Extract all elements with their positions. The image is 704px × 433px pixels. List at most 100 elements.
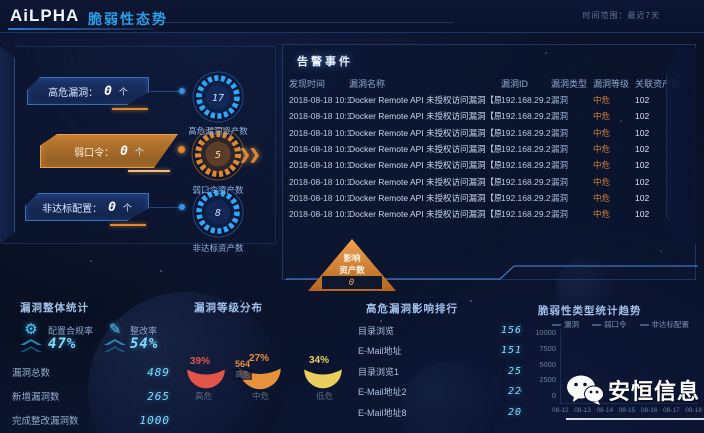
trend-chart-y-axis: 10000 7500 5000 2500 0 [528,328,556,400]
column-header: 发现时间 [289,79,326,89]
ranking-value: 22 [507,386,522,398]
triangle-value-band: 0 [322,276,382,289]
section-title-level-distribution: 漏洞等级分布 [194,302,263,314]
distribution-tooltip: 564 高危 [233,359,252,380]
type-cell: 漏洞 [551,209,569,220]
name-cell: Docker Remote API 未授权访问漏洞【原理扫描】 [349,176,501,187]
ranking-list-item: E-Mail地址2 22 [358,382,522,403]
level-cell: 中危 [593,95,611,106]
high-risk-vuln-badge[interactable]: 高危漏洞： 0 个 [27,77,149,105]
tooltip-value: 564 [234,359,251,369]
connector-line [150,91,180,92]
ranking-label: 目录浏览 [358,325,395,336]
distribution-percent: 34% [309,355,330,366]
gauge-label: 弱口令资产数 [192,185,244,195]
legend-item[interactable]: 漏洞 [552,319,579,330]
gauge-label: 高危漏洞资产数 [188,126,248,136]
noncompliant-config-badge[interactable]: 非达标配置： 0 个 [25,193,149,221]
weak-password-asset-gauge: 5 [191,127,245,181]
table-row[interactable]: 2018-08-18 10:11:02Docker Remote API 未授权… [289,108,681,124]
time-range-label: 时间范围：最近7天 [582,11,660,20]
table-body: 2018-08-18 10:11:02Docker Remote API 未授权… [289,92,681,222]
kpi-value: 54% [130,336,159,352]
trend-chart-x-axis: 08-12 08-13 08-14 08-15 08-16 08-17 08-18 [552,407,702,414]
legend-item[interactable]: 弱口令 [592,319,627,330]
kpi-label: 整改率 [130,326,158,336]
badge-value: 0 [104,83,113,99]
ranking-value: 25 [507,365,522,377]
y-axis-tick: 0 [551,391,556,400]
y-axis-tick: 7500 [539,343,556,353]
type-cell: 漏洞 [551,95,569,106]
table-row[interactable]: 2018-08-18 10:11:02Docker Remote API 未授权… [289,173,681,189]
chevron-right-icon[interactable]: ❯❯ [239,146,261,162]
assets-cell: 102 [635,192,650,203]
time-cell: 2018-08-18 10:11:02 [289,95,349,106]
watermark-text: 安恒信息 [608,379,701,404]
name-cell: Docker Remote API 未授权访问漏洞【原理扫描】 [349,111,501,122]
badge-value: 0 [108,199,117,215]
pen-icon: ✎ [100,320,130,352]
stat-value: 265 [147,389,170,403]
left-rail-decoration [0,46,15,244]
table-row[interactable]: 2018-08-18 10:11:02Docker Remote API 未授权… [289,141,681,157]
table-row[interactable]: 2018-08-18 10:11:02Docker Remote API 未授权… [289,190,681,206]
assets-cell: 102 [635,127,650,138]
stat-row: 完成整改漏洞数 1000 [12,408,170,432]
weak-password-badge[interactable]: 弱口令： 0 个 [40,134,178,168]
level-cell: 中危 [593,144,611,155]
connector-line [150,207,180,208]
column-header: 关联资产数 [635,79,681,89]
connector-dot [179,204,185,210]
distribution-percent: 39% [190,356,211,367]
y-axis-line [560,329,561,404]
header-accent-line [8,28,154,30]
assets-cell: 102 [635,176,650,187]
legend-marker-icon [639,323,649,326]
connector-dot [179,88,185,94]
type-cell: 漏洞 [551,160,569,171]
gauge-label: 非达标资产数 [192,243,244,253]
id-cell: 192.168.29.2 [501,176,551,187]
name-cell: Docker Remote API 未授权访问漏洞【原理扫描】 [349,160,501,171]
badge-value: 0 [120,143,129,159]
name-cell: Docker Remote API 未授权访问漏洞【原理扫描】 [349,95,501,106]
name-cell: Docker Remote API 未授权访问漏洞【原理扫描】 [349,144,501,155]
section-title-impact-ranking: 高危漏洞影响排行 [366,303,458,315]
stat-row: 新增漏洞数 265 [12,384,170,408]
distribution-percent: 27% [249,353,270,364]
planet-decoration [400,362,496,433]
name-cell: Docker Remote API 未授权访问漏洞【原理扫描】 [349,192,501,203]
distribution-label: 高危 [195,391,213,401]
id-cell: 192.168.29.2 [501,95,551,106]
column-header: 漏洞类型 [551,79,588,89]
level-cell: 中危 [593,111,611,122]
badge-accent-line [110,224,146,226]
ailpha-logo: AiLPHA [10,6,80,25]
badge-label: 非达标配置： [42,203,103,215]
watermark-underline [566,418,704,420]
level-cell: 中危 [593,176,611,187]
assets-cell: 102 [635,160,650,171]
table-row[interactable]: 2018-08-18 10:11:02Docker Remote API 未授权… [289,157,681,173]
level-cell: 中危 [593,209,611,220]
ranking-value: 151 [500,345,522,357]
ranking-list-item: 目录浏览 156 [358,320,522,341]
table-row[interactable]: 2018-08-18 10:11:02Docker Remote API 未授权… [289,206,681,222]
id-cell: 192.168.29.2 [501,192,551,203]
stat-value: 489 [147,365,170,379]
badge-label: 高危漏洞： [48,87,99,99]
legend-label: 非达标配置 [651,320,690,329]
high-risk-bowl-gauge [187,369,225,389]
table-row[interactable]: 2018-08-18 10:11:02Docker Remote API 未授权… [289,92,681,108]
legend-item[interactable]: 非达标配置 [639,319,690,330]
triangle-value: 0 [348,277,356,288]
column-header: 漏洞ID [501,79,529,89]
badge-accent-line [112,108,148,110]
ranking-list-item: E-Mail地址8 20 [358,402,522,423]
badge-accent-line [128,170,170,172]
time-cell: 2018-08-18 10:11:02 [289,176,349,187]
id-cell: 192.168.29.2 [501,144,551,155]
assets-cell: 102 [635,95,650,106]
table-row[interactable]: 2018-08-18 10:11:02Docker Remote API 未授权… [289,125,681,141]
